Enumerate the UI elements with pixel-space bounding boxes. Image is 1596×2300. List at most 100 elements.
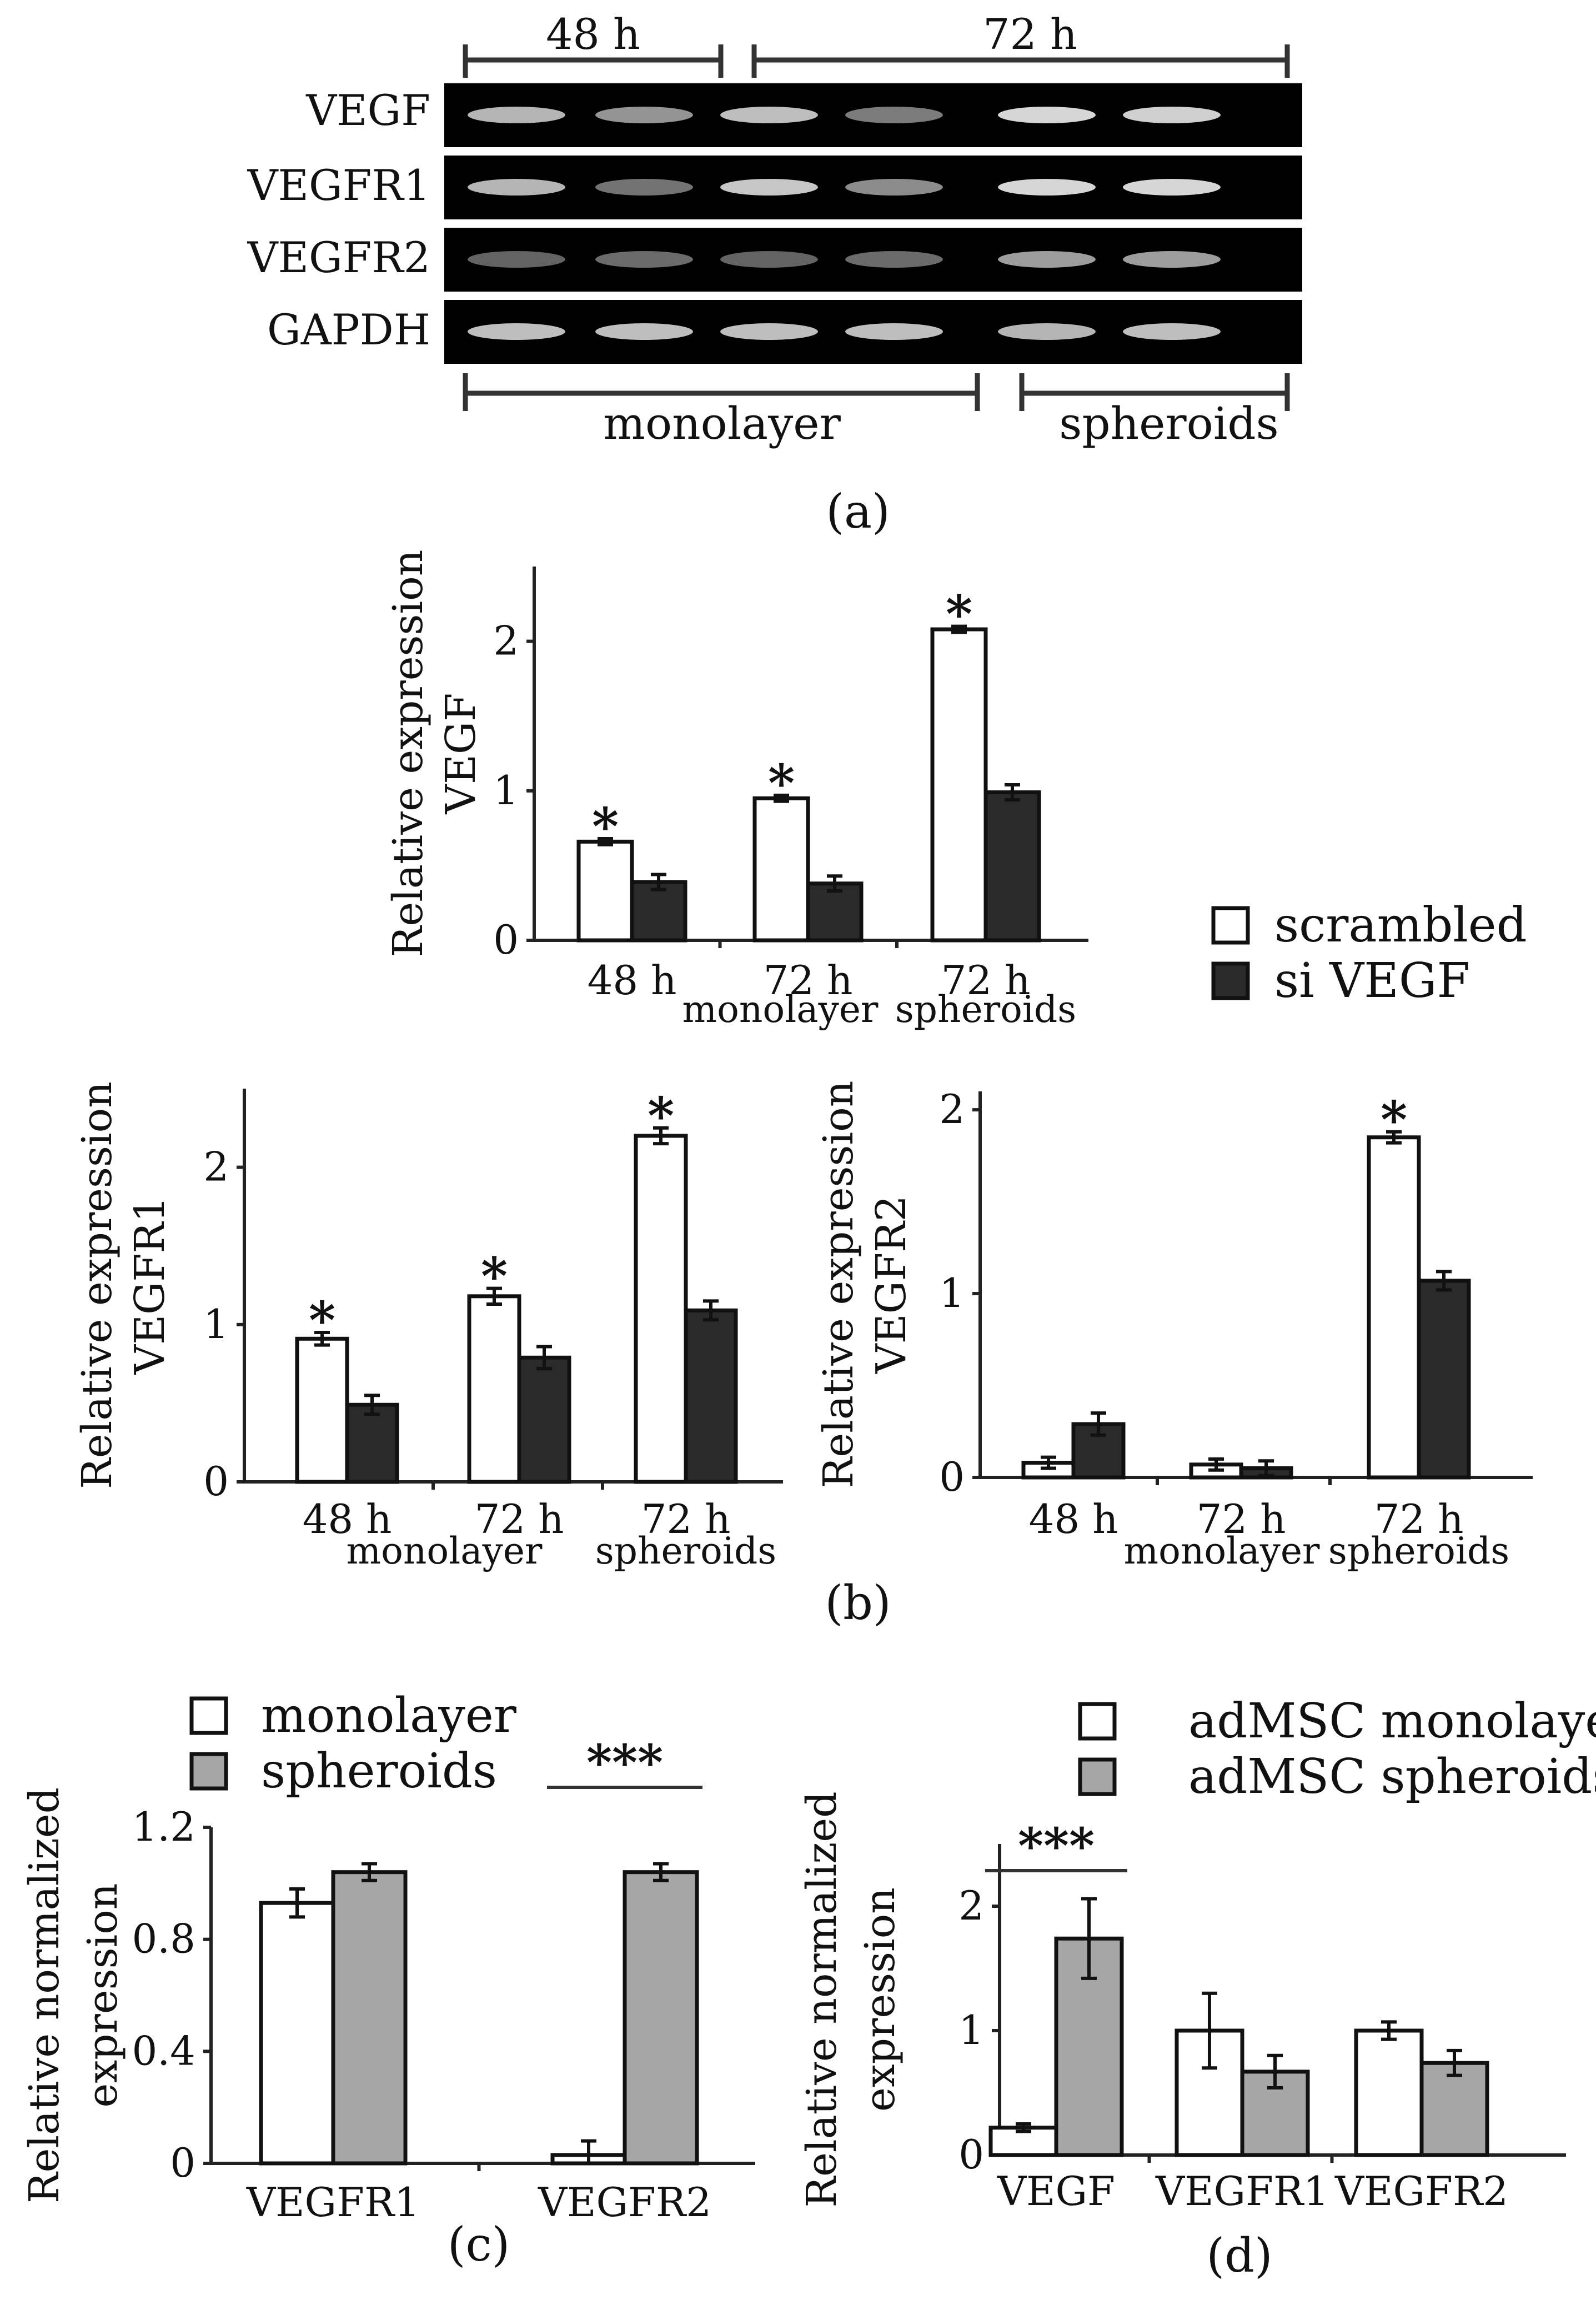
gel-band bbox=[720, 107, 818, 123]
bar-b bbox=[623, 1870, 699, 2166]
gel-row-label-gapdh: GAPDH bbox=[267, 305, 430, 354]
x-group-label: monolayer bbox=[1124, 1530, 1320, 1572]
bar-b bbox=[331, 1870, 408, 2166]
chart-admsc-normalized-expression: 0 1 2 Relative normalized expression *** VEGF V… bbox=[798, 1791, 1566, 2214]
panel-label-d: (d) bbox=[1206, 2228, 1272, 2283]
legend-b-label-si-vegf: si VEGF bbox=[1274, 953, 1470, 1009]
y-axis-label: Relative expression bbox=[384, 550, 432, 958]
gel-band bbox=[1123, 251, 1221, 268]
x-category-label: VEGFR2 bbox=[1334, 2168, 1508, 2214]
bar-a bbox=[634, 1134, 688, 1484]
y-tick-label: 1 bbox=[493, 767, 519, 814]
bar-b bbox=[983, 790, 1041, 943]
y-axis-label: Relative normalized bbox=[21, 1787, 68, 2203]
gel-row-label-vegfr1: VEGFR1 bbox=[247, 161, 430, 210]
bar-a bbox=[930, 627, 988, 943]
x-group-label: monolayer bbox=[347, 1530, 543, 1572]
bar-a bbox=[295, 1336, 349, 1484]
y-tick-label: 0.8 bbox=[132, 1916, 195, 1962]
x-category-label: 48 h bbox=[1029, 1496, 1118, 1542]
legend-c-swatch-monolayer bbox=[189, 1696, 228, 1735]
significance-marker: *** bbox=[586, 1733, 663, 1791]
significance-marker: *** bbox=[1018, 1817, 1095, 1875]
bar-a bbox=[467, 1294, 521, 1484]
gel-row-label-vegfr2: VEGFR2 bbox=[247, 233, 430, 282]
significance-marker: * bbox=[648, 1086, 674, 1146]
x-category-label: 72 h bbox=[475, 1496, 564, 1542]
significance-marker: * bbox=[946, 584, 972, 644]
y-tick-label: 0 bbox=[493, 916, 519, 963]
gel-bottom-bracket-monolayer: monolayer bbox=[463, 373, 980, 449]
gel-band bbox=[468, 251, 565, 268]
gel-band bbox=[595, 323, 693, 340]
gel-band bbox=[998, 251, 1096, 268]
x-group-label: spheroids bbox=[595, 1530, 776, 1572]
gel-top-label-48h: 48 h bbox=[546, 9, 640, 59]
legend-b-swatch-scrambled bbox=[1211, 906, 1250, 945]
gel-band bbox=[595, 107, 693, 123]
gel-band bbox=[998, 107, 1096, 123]
gel-band bbox=[720, 251, 818, 268]
x-category-label: 72 h bbox=[1374, 1496, 1464, 1542]
gel-band bbox=[1123, 107, 1221, 123]
y-tick-label: 2 bbox=[958, 1882, 984, 1929]
chart-receptor-normalized-expression: 0 0.4 0.8 1.2 Relative normalized expression *… bbox=[21, 1733, 755, 2226]
panel-label-c: (c) bbox=[448, 2217, 510, 2272]
gel-bottom-bracket-spheroids: spheroids bbox=[1019, 373, 1290, 449]
gel-band bbox=[845, 179, 943, 196]
legend-c-label-spheroids: spheroids bbox=[261, 1743, 497, 1799]
panel-label-a: (a) bbox=[826, 484, 890, 539]
significance-marker: * bbox=[481, 1246, 508, 1306]
y-tick-label: 0 bbox=[958, 2131, 984, 2178]
y-axis-label: VEGFR2 bbox=[867, 1195, 915, 1374]
significance-marker: * bbox=[1381, 1090, 1407, 1150]
bar-a bbox=[576, 839, 634, 943]
gel-bottom-label-monolayer: monolayer bbox=[603, 398, 841, 449]
legend-d-swatch-monolayer bbox=[1078, 1702, 1117, 1741]
bar-b bbox=[345, 1402, 399, 1484]
gel-band bbox=[845, 251, 943, 268]
panel-label-b: (b) bbox=[825, 1576, 891, 1630]
x-category-label: 72 h bbox=[1197, 1496, 1286, 1542]
x-category-label: VEGF bbox=[997, 2168, 1115, 2214]
x-category-label: VEGFR1 bbox=[1155, 2168, 1329, 2214]
y-tick-label: 0 bbox=[170, 2139, 195, 2186]
bar-a bbox=[752, 796, 810, 943]
y-axis-label: expression bbox=[79, 1883, 127, 2108]
chart-vegfr2-expression: 0 1 2 Relative expression VEGFR2 * 48 h 72 h 72 … bbox=[815, 1081, 1533, 1572]
legend-b: scrambled si VEGF bbox=[1211, 898, 1527, 1009]
y-axis-label: expression bbox=[856, 1887, 904, 2112]
x-category-label: VEGFR2 bbox=[538, 2179, 711, 2226]
y-axis-label: Relative normalized bbox=[798, 1791, 846, 2207]
legend-d-label-monolayer: adMSC monolayer bbox=[1188, 1693, 1596, 1749]
x-category-label: 48 h bbox=[303, 1496, 392, 1542]
legend-d: adMSC monolayer adMSC spheroids bbox=[1078, 1693, 1596, 1805]
legend-d-swatch-spheroids bbox=[1078, 1757, 1117, 1796]
x-category-label: 72 h bbox=[764, 957, 853, 1004]
gel-band bbox=[1123, 323, 1221, 340]
x-category-label: VEGFR1 bbox=[246, 2179, 420, 2226]
bar-b bbox=[1417, 1279, 1471, 1480]
bar-a bbox=[259, 1901, 335, 2166]
gel-band bbox=[595, 179, 693, 196]
legend-b-swatch-si-vegf bbox=[1211, 961, 1250, 1000]
legend-c-label-monolayer: monolayer bbox=[261, 1688, 517, 1743]
gel-row-label-vegf: VEGF bbox=[305, 86, 430, 135]
legend-c-swatch-spheroids bbox=[189, 1752, 228, 1791]
gel-band bbox=[845, 107, 943, 123]
y-tick-label: 1 bbox=[203, 1301, 229, 1347]
gel-band bbox=[998, 323, 1096, 340]
significance-marker: * bbox=[768, 753, 795, 813]
x-group-label: monolayer bbox=[682, 988, 879, 1031]
gel-band bbox=[468, 323, 565, 340]
x-category-label: 72 h bbox=[641, 1496, 731, 1542]
x-category-label: 48 h bbox=[588, 957, 677, 1004]
y-axis-label: Relative expression bbox=[73, 1081, 121, 1489]
y-tick-label: 0 bbox=[939, 1454, 965, 1500]
y-tick-label: 1 bbox=[958, 2007, 984, 2053]
gel-band bbox=[595, 251, 693, 268]
gel-band bbox=[468, 107, 565, 123]
bar-b bbox=[806, 881, 864, 943]
y-axis-label: Relative expression bbox=[815, 1081, 862, 1489]
